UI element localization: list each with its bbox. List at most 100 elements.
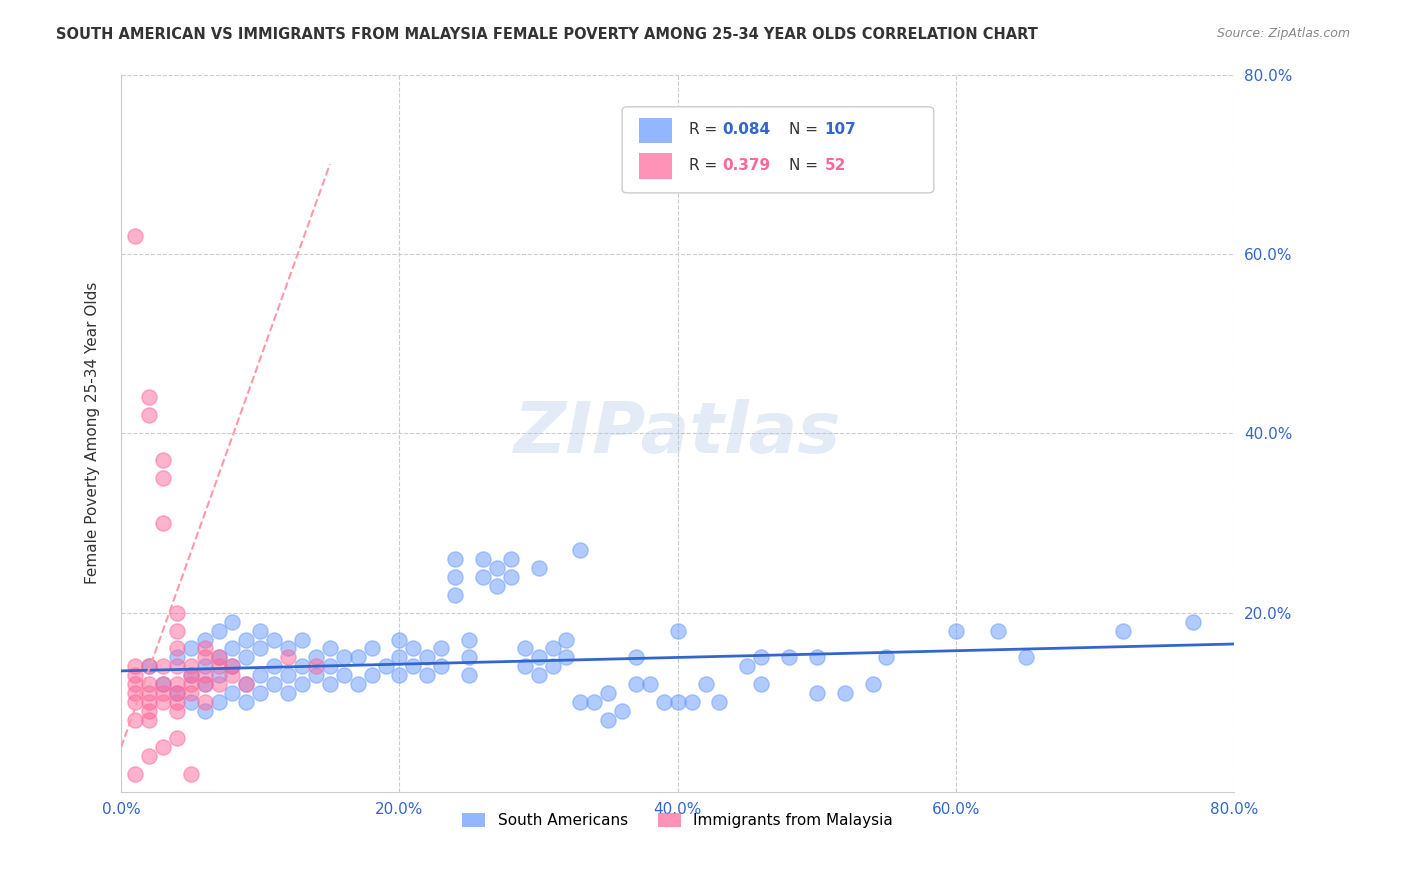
- Immigrants from Malaysia: [207, 659, 229, 673]
- Immigrants from Malaysia: [180, 677, 202, 691]
- South Americans: [737, 659, 759, 673]
- Text: N =: N =: [789, 122, 823, 137]
- South Americans: [305, 650, 328, 665]
- Immigrants from Malaysia: [166, 731, 188, 746]
- Text: 0.379: 0.379: [723, 158, 770, 173]
- South Americans: [249, 624, 271, 638]
- Immigrants from Malaysia: [152, 659, 174, 673]
- South Americans: [681, 695, 703, 709]
- South Americans: [221, 641, 243, 656]
- Text: N =: N =: [789, 158, 823, 173]
- South Americans: [834, 686, 856, 700]
- South Americans: [485, 561, 508, 575]
- South Americans: [333, 650, 356, 665]
- South Americans: [277, 641, 299, 656]
- South Americans: [652, 695, 675, 709]
- Immigrants from Malaysia: [124, 677, 146, 691]
- South Americans: [471, 570, 494, 584]
- Immigrants from Malaysia: [152, 471, 174, 485]
- South Americans: [527, 650, 550, 665]
- Immigrants from Malaysia: [166, 624, 188, 638]
- Immigrants from Malaysia: [138, 659, 160, 673]
- South Americans: [388, 668, 411, 682]
- South Americans: [249, 686, 271, 700]
- South Americans: [749, 677, 772, 691]
- Immigrants from Malaysia: [194, 695, 217, 709]
- Immigrants from Malaysia: [138, 704, 160, 718]
- South Americans: [806, 650, 828, 665]
- South Americans: [249, 641, 271, 656]
- South Americans: [638, 677, 661, 691]
- South Americans: [416, 668, 439, 682]
- South Americans: [360, 641, 382, 656]
- Text: 52: 52: [825, 158, 846, 173]
- South Americans: [555, 650, 578, 665]
- South Americans: [666, 695, 689, 709]
- Immigrants from Malaysia: [124, 229, 146, 244]
- South Americans: [194, 704, 217, 718]
- South Americans: [194, 659, 217, 673]
- Immigrants from Malaysia: [138, 695, 160, 709]
- South Americans: [749, 650, 772, 665]
- South Americans: [541, 641, 564, 656]
- South Americans: [360, 668, 382, 682]
- South Americans: [346, 677, 368, 691]
- South Americans: [527, 668, 550, 682]
- Immigrants from Malaysia: [166, 704, 188, 718]
- South Americans: [277, 668, 299, 682]
- South Americans: [583, 695, 606, 709]
- South Americans: [263, 659, 285, 673]
- Immigrants from Malaysia: [138, 677, 160, 691]
- South Americans: [319, 659, 342, 673]
- South Americans: [527, 561, 550, 575]
- South Americans: [235, 650, 257, 665]
- Immigrants from Malaysia: [277, 650, 299, 665]
- South Americans: [291, 659, 314, 673]
- Immigrants from Malaysia: [152, 516, 174, 530]
- South Americans: [194, 632, 217, 647]
- Immigrants from Malaysia: [138, 749, 160, 764]
- South Americans: [485, 579, 508, 593]
- South Americans: [945, 624, 967, 638]
- South Americans: [569, 695, 592, 709]
- Immigrants from Malaysia: [138, 686, 160, 700]
- Bar: [638, 153, 672, 178]
- South Americans: [569, 542, 592, 557]
- South Americans: [987, 624, 1010, 638]
- South Americans: [402, 641, 425, 656]
- South Americans: [709, 695, 731, 709]
- Immigrants from Malaysia: [166, 659, 188, 673]
- South Americans: [806, 686, 828, 700]
- South Americans: [471, 551, 494, 566]
- South Americans: [180, 641, 202, 656]
- South Americans: [875, 650, 897, 665]
- South Americans: [666, 624, 689, 638]
- South Americans: [221, 686, 243, 700]
- Immigrants from Malaysia: [166, 695, 188, 709]
- Immigrants from Malaysia: [180, 659, 202, 673]
- South Americans: [610, 704, 633, 718]
- South Americans: [388, 650, 411, 665]
- South Americans: [207, 695, 229, 709]
- Text: ZIPatlas: ZIPatlas: [515, 399, 841, 467]
- South Americans: [235, 677, 257, 691]
- Y-axis label: Female Poverty Among 25-34 Year Olds: Female Poverty Among 25-34 Year Olds: [86, 282, 100, 584]
- South Americans: [319, 641, 342, 656]
- Immigrants from Malaysia: [166, 677, 188, 691]
- Immigrants from Malaysia: [138, 409, 160, 423]
- Immigrants from Malaysia: [221, 668, 243, 682]
- South Americans: [458, 632, 481, 647]
- South Americans: [207, 668, 229, 682]
- Immigrants from Malaysia: [194, 641, 217, 656]
- South Americans: [402, 659, 425, 673]
- Immigrants from Malaysia: [194, 677, 217, 691]
- Text: R =: R =: [689, 158, 723, 173]
- South Americans: [598, 713, 620, 727]
- Immigrants from Malaysia: [235, 677, 257, 691]
- South Americans: [207, 650, 229, 665]
- South Americans: [138, 659, 160, 673]
- South Americans: [333, 668, 356, 682]
- Immigrants from Malaysia: [166, 686, 188, 700]
- South Americans: [430, 641, 453, 656]
- Text: SOUTH AMERICAN VS IMMIGRANTS FROM MALAYSIA FEMALE POVERTY AMONG 25-34 YEAR OLDS : SOUTH AMERICAN VS IMMIGRANTS FROM MALAYS…: [56, 27, 1038, 42]
